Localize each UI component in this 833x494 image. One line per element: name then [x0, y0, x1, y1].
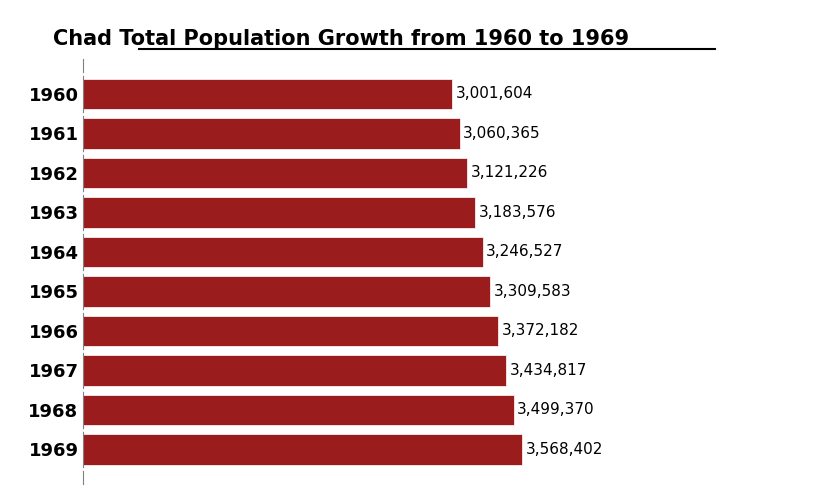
Bar: [83, 434, 522, 465]
Bar: [83, 197, 475, 228]
Text: 3,060,365: 3,060,365: [463, 126, 541, 141]
Bar: [83, 158, 467, 188]
Text: 3,246,527: 3,246,527: [486, 245, 564, 259]
Bar: [83, 316, 498, 346]
Text: 3,568,402: 3,568,402: [526, 442, 603, 457]
Text: 3,499,370: 3,499,370: [517, 403, 595, 417]
Bar: [83, 276, 491, 307]
Text: 3,434,817: 3,434,817: [509, 363, 586, 378]
Text: 3,121,226: 3,121,226: [471, 165, 548, 180]
Bar: [83, 237, 482, 267]
Bar: [83, 355, 506, 386]
Text: 3,001,604: 3,001,604: [456, 86, 533, 101]
Text: 3,372,182: 3,372,182: [501, 324, 579, 338]
Text: 3,183,576: 3,183,576: [478, 205, 556, 220]
Bar: [83, 118, 460, 149]
Bar: [83, 395, 514, 425]
Title: Chad Total Population Growth from 1960 to 1969: Chad Total Population Growth from 1960 t…: [53, 29, 630, 49]
Text: 3,309,583: 3,309,583: [494, 284, 571, 299]
Bar: [83, 79, 452, 109]
